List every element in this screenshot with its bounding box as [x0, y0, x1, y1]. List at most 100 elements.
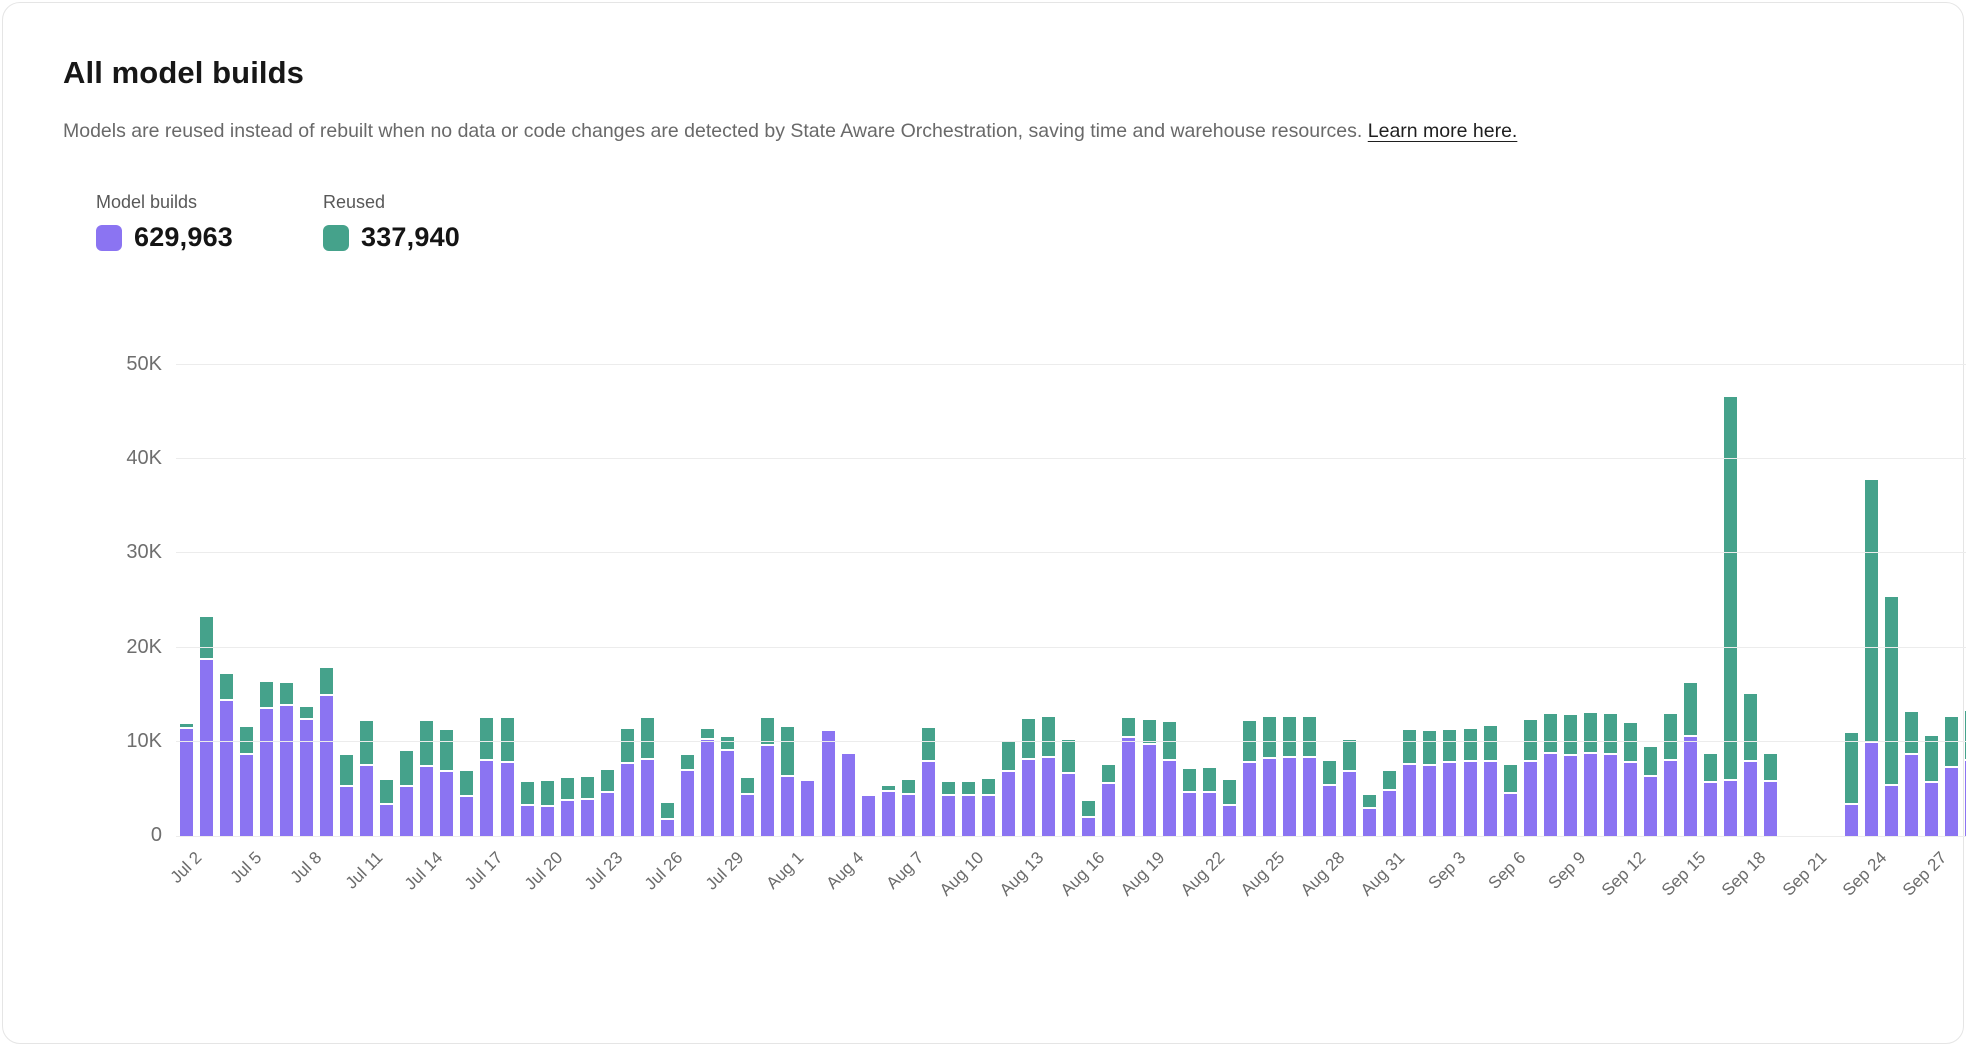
stacked-bar-aug-10[interactable] [961, 782, 975, 836]
stacked-bar-sep-10[interactable] [1583, 713, 1597, 836]
model-builds-segment[interactable] [560, 801, 574, 836]
stacked-bar-sep-12[interactable] [1624, 722, 1638, 836]
model-builds-segment[interactable] [1082, 818, 1096, 836]
stacked-bar-aug-5[interactable] [861, 796, 875, 836]
reused-segment[interactable] [1282, 717, 1296, 756]
reused-segment[interactable] [1583, 713, 1597, 753]
reused-segment[interactable] [1162, 721, 1176, 759]
reused-segment[interactable] [1062, 739, 1076, 772]
reused-segment[interactable] [560, 777, 574, 800]
model-builds-segment[interactable] [1122, 738, 1136, 836]
reused-segment[interactable] [1042, 717, 1056, 756]
reused-segment[interactable] [741, 778, 755, 793]
stacked-bar-sep-1[interactable] [1403, 730, 1417, 836]
model-builds-segment[interactable] [1162, 760, 1176, 836]
stacked-bar-jul-20[interactable] [540, 781, 554, 836]
model-builds-segment[interactable] [1523, 761, 1537, 836]
reused-segment[interactable] [380, 780, 394, 803]
stacked-bar-sep-3[interactable] [1443, 730, 1457, 836]
model-builds-segment[interactable] [761, 745, 775, 836]
stacked-bar-sep-26[interactable] [1904, 711, 1918, 836]
stacked-bar-aug-30[interactable] [1363, 795, 1377, 836]
reused-segment[interactable] [1202, 768, 1216, 791]
model-builds-segment[interactable] [1343, 771, 1357, 836]
learn-more-link[interactable]: Learn more here. [1367, 120, 1518, 142]
stacked-bar-aug-23[interactable] [1222, 780, 1236, 836]
model-builds-segment[interactable] [1202, 792, 1216, 836]
stacked-bar-jul-11[interactable] [360, 720, 374, 836]
stacked-bar-jul-3[interactable] [199, 617, 213, 836]
model-builds-segment[interactable] [1884, 786, 1898, 836]
model-builds-segment[interactable] [1744, 761, 1758, 836]
stacked-bar-jul-10[interactable] [340, 754, 354, 836]
reused-segment[interactable] [941, 782, 955, 795]
stacked-bar-aug-22[interactable] [1202, 768, 1216, 836]
model-builds-segment[interactable] [1002, 771, 1016, 836]
reused-segment[interactable] [460, 770, 474, 796]
reused-segment[interactable] [1082, 801, 1096, 817]
stacked-bar-jul-26[interactable] [661, 802, 675, 836]
reused-segment[interactable] [781, 726, 795, 775]
stacked-bar-jul-8[interactable] [299, 706, 313, 836]
stacked-bar-aug-17[interactable] [1102, 765, 1116, 836]
stacked-bar-sep-19[interactable] [1764, 753, 1778, 836]
reused-segment[interactable] [761, 718, 775, 744]
stacked-bar-aug-26[interactable] [1282, 717, 1296, 836]
model-builds-segment[interactable] [1323, 786, 1337, 836]
stacked-bar-sep-28[interactable] [1945, 717, 1959, 836]
model-builds-segment[interactable] [400, 787, 414, 836]
reused-segment[interactable] [1002, 740, 1016, 770]
reused-segment[interactable] [340, 754, 354, 786]
stacked-bar-jul-9[interactable] [319, 668, 333, 836]
model-builds-segment[interactable] [1062, 773, 1076, 836]
model-builds-segment[interactable] [1222, 805, 1236, 836]
model-builds-segment[interactable] [199, 659, 213, 836]
model-builds-segment[interactable] [1603, 755, 1617, 836]
stacked-bar-aug-1[interactable] [781, 726, 795, 836]
reused-segment[interactable] [901, 780, 915, 793]
model-builds-segment[interactable] [801, 781, 815, 836]
reused-segment[interactable] [982, 779, 996, 795]
model-builds-segment[interactable] [259, 708, 273, 836]
stacked-bar-jul-6[interactable] [259, 682, 273, 836]
stacked-bar-aug-27[interactable] [1303, 717, 1317, 836]
stacked-bar-sep-6[interactable] [1503, 765, 1517, 836]
reused-segment[interactable] [1142, 720, 1156, 743]
stacked-bar-aug-24[interactable] [1242, 720, 1256, 836]
model-builds-segment[interactable] [1423, 766, 1437, 836]
stacked-bar-sep-9[interactable] [1563, 715, 1577, 836]
reused-segment[interactable] [1182, 769, 1196, 791]
reused-segment[interactable] [540, 781, 554, 805]
reused-segment[interactable] [1423, 731, 1437, 765]
model-builds-segment[interactable] [219, 701, 233, 836]
model-builds-segment[interactable] [1262, 758, 1276, 836]
stacked-bar-jul-19[interactable] [520, 782, 534, 836]
model-builds-segment[interactable] [460, 797, 474, 836]
model-builds-segment[interactable] [1443, 763, 1457, 836]
model-builds-segment[interactable] [901, 794, 915, 836]
model-builds-segment[interactable] [1303, 757, 1317, 836]
model-builds-segment[interactable] [500, 762, 514, 836]
stacked-bar-jul-18[interactable] [500, 718, 514, 836]
model-builds-segment[interactable] [1543, 754, 1557, 836]
model-builds-segment[interactable] [600, 792, 614, 836]
reused-segment[interactable] [1543, 714, 1557, 753]
stacked-bar-jul-15[interactable] [440, 730, 454, 836]
model-builds-segment[interactable] [480, 760, 494, 836]
model-builds-segment[interactable] [620, 764, 634, 836]
reused-segment[interactable] [1924, 736, 1938, 782]
stacked-bar-sep-13[interactable] [1644, 747, 1658, 836]
model-builds-segment[interactable] [721, 751, 735, 836]
stacked-bar-jul-29[interactable] [721, 737, 735, 836]
model-builds-segment[interactable] [640, 759, 654, 836]
reused-segment[interactable] [239, 726, 253, 753]
model-builds-segment[interactable] [1403, 765, 1417, 836]
model-builds-segment[interactable] [881, 791, 895, 836]
reused-segment[interactable] [1122, 718, 1136, 737]
reused-segment[interactable] [681, 754, 695, 770]
reused-segment[interactable] [299, 706, 313, 719]
reused-segment[interactable] [1864, 479, 1878, 741]
reused-segment[interactable] [620, 729, 634, 763]
stacked-bar-sep-14[interactable] [1664, 714, 1678, 836]
stacked-bar-aug-20[interactable] [1162, 721, 1176, 836]
